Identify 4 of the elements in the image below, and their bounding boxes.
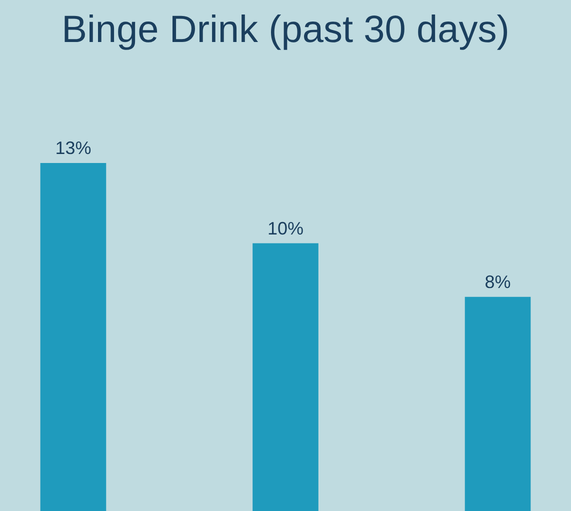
chart-title: Binge Drink (past 30 days) <box>62 9 510 51</box>
data-label: 10% <box>267 218 304 238</box>
data-label: 8% <box>484 272 511 292</box>
data-label: 13% <box>55 138 92 158</box>
